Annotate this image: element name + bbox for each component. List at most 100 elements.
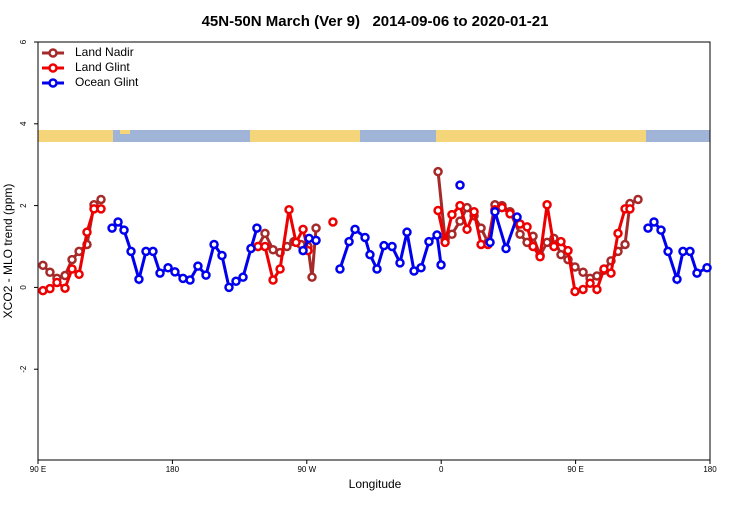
point — [512, 212, 522, 222]
point — [592, 284, 602, 295]
point — [485, 237, 495, 248]
point — [606, 268, 616, 278]
point — [505, 209, 515, 219]
series — [107, 180, 712, 293]
point — [432, 230, 442, 240]
point — [578, 284, 588, 295]
point — [201, 270, 211, 280]
legend-marker — [48, 63, 58, 73]
point — [447, 229, 457, 239]
point — [134, 274, 144, 284]
point — [379, 240, 389, 251]
point — [298, 245, 308, 256]
point — [52, 277, 62, 288]
point — [447, 209, 457, 220]
point — [556, 236, 566, 247]
x-tick-label: 90 E — [567, 465, 583, 474]
point — [649, 217, 659, 227]
point — [663, 246, 673, 257]
point — [252, 223, 262, 233]
series — [38, 200, 635, 297]
point — [82, 227, 92, 237]
point — [217, 250, 227, 261]
point — [298, 224, 308, 235]
point — [395, 258, 405, 268]
point — [275, 264, 285, 274]
point — [501, 243, 511, 254]
legend-label: Land Glint — [75, 60, 130, 74]
point — [424, 236, 434, 247]
point — [416, 263, 426, 273]
point — [563, 245, 573, 256]
point — [113, 217, 123, 227]
point — [692, 268, 702, 278]
point — [433, 166, 443, 177]
point — [328, 217, 338, 227]
point — [433, 205, 443, 216]
point — [344, 236, 354, 247]
y-tick-label: 0 — [19, 285, 28, 290]
point — [107, 223, 117, 233]
point — [497, 202, 507, 213]
y-tick-label: -2 — [19, 365, 28, 373]
point — [656, 225, 666, 235]
x-tick-label: 180 — [703, 465, 717, 474]
point — [193, 261, 203, 271]
point — [155, 268, 165, 278]
chart-title: 45N-50N March (Ver 9) 2014-09-06 to 2020… — [202, 13, 549, 30]
point — [556, 249, 566, 260]
point — [148, 246, 158, 257]
point — [702, 263, 712, 273]
point — [409, 266, 419, 276]
y-tick-label: 4 — [19, 121, 28, 126]
point — [38, 260, 48, 271]
point — [307, 272, 317, 282]
point — [469, 206, 479, 217]
point — [585, 278, 595, 289]
point — [246, 243, 256, 254]
point — [462, 224, 472, 235]
point — [535, 251, 545, 262]
point — [613, 228, 623, 239]
series-line — [41, 171, 639, 281]
point — [436, 260, 446, 270]
point — [209, 239, 219, 250]
y-tick-label: 6 — [19, 39, 28, 44]
point — [335, 264, 345, 274]
point — [74, 269, 84, 280]
point — [60, 283, 70, 293]
point — [455, 200, 465, 211]
map-strip — [38, 130, 710, 142]
point — [67, 264, 77, 274]
point — [578, 267, 588, 278]
point — [119, 225, 129, 235]
point — [231, 276, 241, 287]
point — [96, 194, 106, 205]
x-tick-label: 180 — [166, 465, 180, 474]
y-axis-label: XCO2 - MLO trend (ppm) — [1, 184, 15, 319]
legend-marker — [48, 78, 58, 88]
point — [620, 239, 630, 250]
point — [643, 223, 653, 233]
point — [685, 246, 695, 257]
point — [490, 206, 500, 217]
point — [365, 249, 375, 260]
x-tick-label: 90 W — [297, 465, 316, 474]
point — [515, 229, 525, 239]
legend-marker — [48, 48, 58, 58]
point — [311, 223, 321, 233]
point — [126, 246, 136, 257]
point — [170, 267, 180, 277]
plot-frame — [37, 41, 711, 461]
point — [45, 283, 55, 294]
point — [291, 237, 301, 248]
point — [672, 274, 682, 284]
point — [522, 222, 532, 232]
point — [238, 272, 248, 282]
point — [528, 241, 538, 252]
point — [625, 204, 635, 214]
y-tick-label: 2 — [19, 203, 28, 208]
point — [455, 180, 465, 190]
point — [542, 237, 552, 248]
point — [633, 194, 643, 205]
